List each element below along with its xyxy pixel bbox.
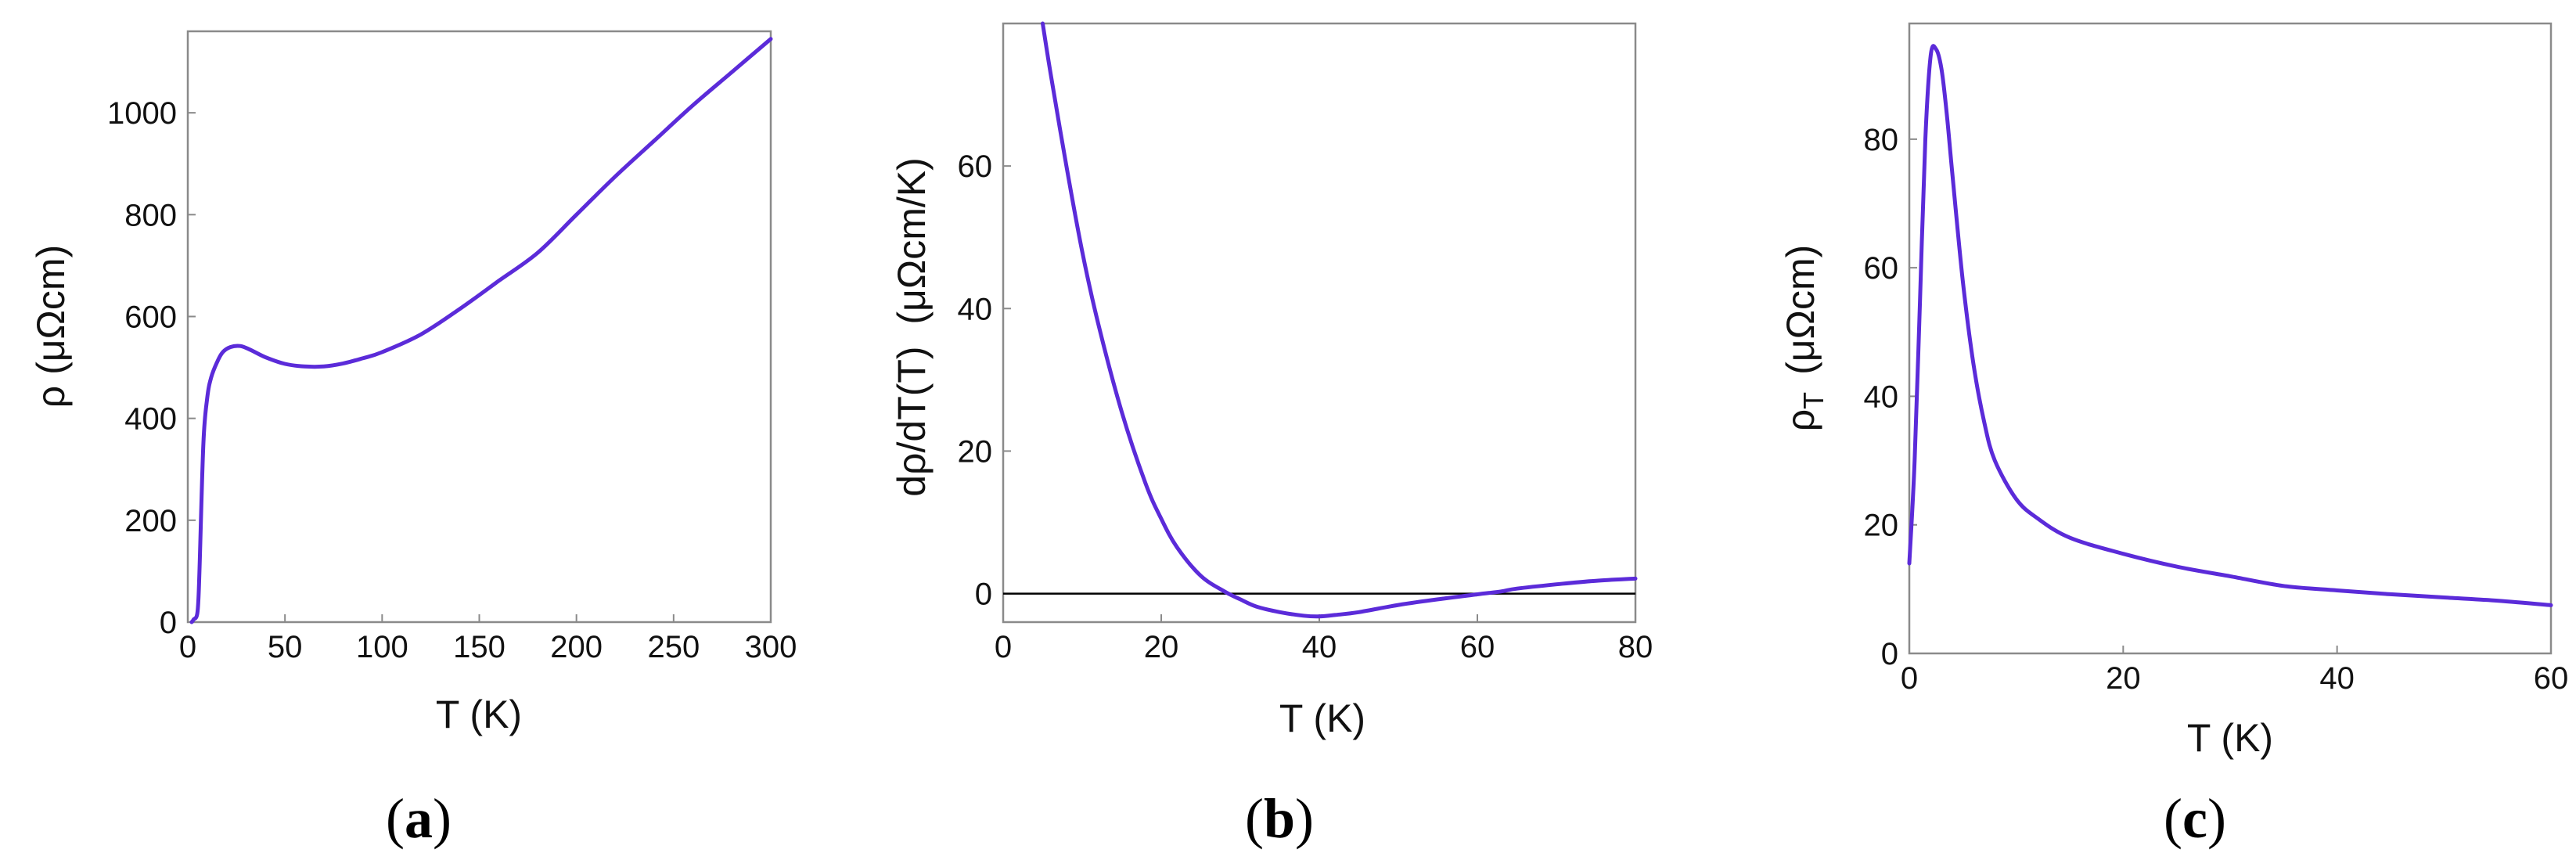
panel-c-xtick-label: 20 <box>2106 661 2141 696</box>
panel-b-ytick-label: 0 <box>975 578 992 612</box>
panel-b-ytick-label: 60 <box>958 149 993 184</box>
panel-a-ytick-label: 800 <box>124 198 177 232</box>
panel-a-ytick-label: 0 <box>160 606 177 640</box>
panel-a-ytick-label: 1000 <box>107 96 177 131</box>
panel-c: 0 20 40 60 0 20 40 60 80 T (K) ρT (μΩcm) (c) <box>1779 22 2568 850</box>
panel-b-xtick-label: 0 <box>995 630 1012 664</box>
panel-b-xtick-label: 80 <box>1618 630 1653 664</box>
panel-a-letter-close: ) <box>433 787 452 850</box>
panel-a-xlabel: T (K) <box>436 693 522 736</box>
panel-a-letter-char: a <box>405 787 433 850</box>
panel-c-ytick-label: 20 <box>1864 509 1899 543</box>
panel-a-ylabel: ρ (μΩcm) <box>29 245 73 408</box>
panel-a-yticks: 0 200 400 600 800 1000 <box>107 96 196 640</box>
panel-a-xtick-label: 200 <box>550 630 603 664</box>
panel-c-ytick-label: 40 <box>1864 380 1899 414</box>
panel-a-plot-frame <box>186 30 772 624</box>
panel-c-xtick-label: 40 <box>2319 661 2355 696</box>
panel-b-ytick-label: 20 <box>958 434 993 469</box>
panel-c-xtick-label: 0 <box>1901 661 1918 696</box>
panel-b: 0 20 40 60 80 0 20 40 60 T (K) dρ/dT(T) (μΩcm/K… <box>890 21 1653 850</box>
panel-a-xtick-label: 0 <box>179 630 196 664</box>
panel-b-xtick-label: 20 <box>1144 630 1179 664</box>
panel-b-letter-open: ( <box>1245 787 1264 850</box>
panel-c-ylabel: ρT (μΩcm) <box>1779 245 1829 432</box>
panel-c-xticks: 0 20 40 60 <box>1901 646 2568 696</box>
panel-b-ylabel: dρ/dT(T) (μΩcm/K) <box>890 157 934 497</box>
panel-c-yticks: 0 20 40 60 80 <box>1864 123 1917 671</box>
panel-b-xtick-label: 60 <box>1460 630 1495 664</box>
panel-c-xtick-label: 60 <box>2534 661 2569 696</box>
panel-a-xticks: 0 50 100 150 200 250 300 <box>179 614 797 664</box>
panel-a-xtick-label: 50 <box>268 630 303 664</box>
panel-b-letter: (b) <box>1245 787 1314 850</box>
panel-b-xlabel: T (K) <box>1279 696 1365 740</box>
panel-b-letter-char: b <box>1264 787 1295 850</box>
panel-a-letter: (a) <box>386 787 452 850</box>
panel-c-ylabel-main: ρ <box>1779 409 1822 431</box>
panel-c-letter-close: ) <box>2207 787 2226 850</box>
panel-b-xtick-label: 40 <box>1302 630 1337 664</box>
panel-b-yticks: 0 20 40 60 <box>958 149 1011 612</box>
panel-a-series-line <box>189 37 773 624</box>
panel-c-letter-open: ( <box>2164 787 2182 850</box>
panel-c-plot-frame <box>1908 22 2553 655</box>
panel-a-xtick-label: 250 <box>647 630 700 664</box>
panel-a-xtick-label: 300 <box>745 630 797 664</box>
panel-c-xlabel: T (K) <box>2187 716 2273 760</box>
panel-b-ytick-label: 40 <box>958 292 993 326</box>
panel-a-ytick-label: 600 <box>124 300 177 334</box>
panel-c-ylabel-units: (μΩcm) <box>1779 245 1822 375</box>
panel-c-letter: (c) <box>2164 787 2226 850</box>
panel-a-letter-open: ( <box>386 787 405 850</box>
panel-b-xticks: 0 20 40 60 80 <box>995 614 1653 664</box>
panel-c-ylabel-subscript: T <box>1797 392 1829 409</box>
panel-b-series-line <box>1041 21 1638 619</box>
panel-c-ytick-label: 0 <box>1881 637 1898 671</box>
panel-a-xtick-label: 100 <box>356 630 408 664</box>
panel-c-ytick-label: 60 <box>1864 251 1899 286</box>
panel-a: 0 50 100 150 200 250 300 0 200 400 600 800 1000 T (… <box>29 30 797 850</box>
panel-a-xtick-label: 150 <box>453 630 505 664</box>
panel-a-ytick-label: 400 <box>124 402 177 437</box>
panel-b-letter-close: ) <box>1295 787 1314 850</box>
panel-c-ytick-label: 80 <box>1864 123 1899 157</box>
panel-c-series-line <box>1907 44 2553 607</box>
panel-a-ytick-label: 200 <box>124 504 177 538</box>
panel-c-letter-char: c <box>2182 787 2207 850</box>
